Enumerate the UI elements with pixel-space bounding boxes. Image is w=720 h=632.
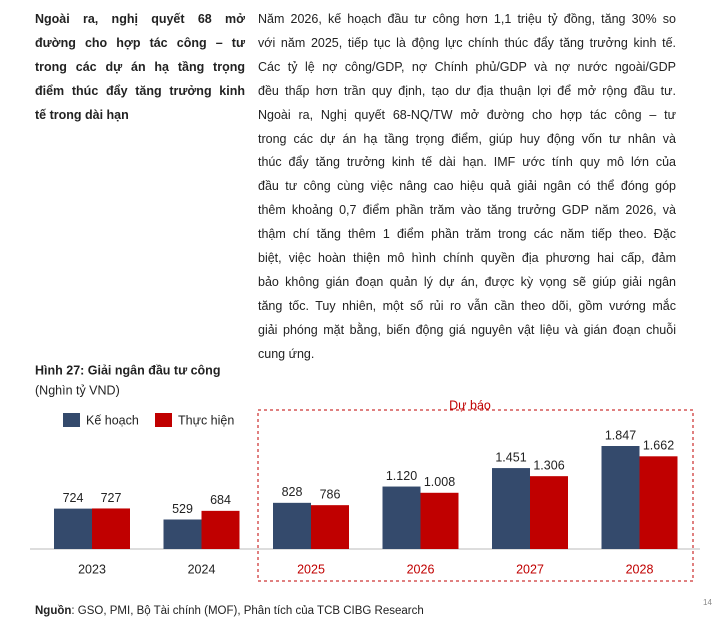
x-tick-label: 2025: [297, 562, 325, 576]
forecast-label: Dự báo: [449, 398, 491, 412]
page-number: 14: [703, 598, 712, 607]
text-line: Ngoài ra, Nghị quyết 68-NQ/TW mở đường c…: [258, 107, 676, 122]
source-text: : GSO, PMI, Bộ Tài chính (MOF), Phân tíc…: [71, 605, 424, 617]
value-label: 684: [210, 493, 231, 507]
legend-label: Thực hiện: [178, 413, 234, 427]
legend-swatch: [155, 413, 172, 427]
bar: [273, 502, 311, 549]
value-label: 1.306: [533, 458, 564, 472]
chart: Hình 27: Giải ngân đầu tư công (Nghìn tỷ…: [30, 363, 700, 582]
text-line: thậm chí tăng thêm 1 điểm phần trăm tron…: [258, 227, 676, 242]
legend-label: Kế hoạch: [86, 413, 139, 427]
value-label: 828: [282, 485, 303, 499]
side-heading: Ngoài ra, nghị quyết 68 mở đường cho hợp …: [35, 8, 245, 128]
source-label: Nguồn: [35, 605, 72, 617]
chart-title: Hình 27: Giải ngân đầu tư công: [35, 363, 220, 377]
text-line: thúc đẩy tăng trưởng kinh tế dài hạn. IM…: [258, 155, 676, 170]
value-label: 529: [172, 502, 193, 516]
text-line: tăng tốc. Tuy nhiên, một số rủi ro vẫn c…: [258, 298, 676, 313]
text-line: thêm khoảng 0,7 điểm phần trăm vào tăng …: [258, 203, 676, 218]
text-line: bảo không gián đoạn quản lý dự án, được …: [258, 274, 676, 289]
x-tick-label: 2028: [626, 562, 654, 576]
x-tick-label: 2027: [516, 562, 544, 576]
bar: [92, 508, 130, 549]
bar: [163, 519, 202, 549]
body-text: Năm 2026, kế hoạch đầu tư công hơn 1,1 t…: [258, 8, 676, 367]
bar: [492, 468, 530, 549]
forecast-box: [257, 409, 694, 582]
value-label: 786: [320, 487, 341, 501]
text-line: đường cho hợp tác công – tư: [35, 35, 245, 50]
text-line: Các tỷ lệ nợ công/GDP, nợ Chính phủ/GDP …: [258, 59, 676, 74]
bar: [382, 486, 421, 549]
chart-subtitle: (Nghìn tỷ VND): [35, 383, 120, 397]
value-label: 724: [63, 491, 84, 505]
text-line: đều thấp hơn trần quy định, tạo dư địa t…: [258, 83, 676, 98]
value-label: 727: [101, 491, 122, 505]
text-line: Ngoài ra, nghị quyết 68 mở: [35, 12, 245, 26]
x-tick-label: 2024: [188, 562, 216, 576]
legend-swatch: [63, 413, 80, 427]
text-line: trong các dự án hạ tầng trọng điểm, giúp…: [258, 131, 676, 146]
text-line: tế trong dài hạn: [35, 107, 129, 122]
text-line: với năm 2025, tiếp tục là động lực chính…: [258, 35, 676, 50]
value-label: 1.662: [643, 439, 674, 453]
value-label: 1.008: [424, 475, 455, 489]
text-line: đầu tư công cùng việc nâng cao hiệu quả …: [258, 179, 676, 194]
value-label: 1.847: [605, 428, 636, 442]
bar: [311, 505, 349, 549]
bar: [420, 492, 459, 549]
value-label: 1.120: [386, 469, 417, 483]
bar: [601, 446, 640, 549]
bar: [530, 476, 568, 549]
x-tick-label: 2026: [407, 562, 435, 576]
text-line: biệt, việc hoàn thiện mô hình chính quyề…: [258, 251, 676, 266]
text-line: trong các dự án hạ tầng trọng: [35, 59, 245, 74]
source: Nguồn: GSO, PMI, Bộ Tài chính (MOF), Phâ…: [35, 605, 424, 617]
text-line: cung ứng.: [258, 346, 315, 361]
bar: [639, 456, 678, 549]
bar: [201, 510, 240, 549]
text-line: Năm 2026, kế hoạch đầu tư công hơn 1,1 t…: [258, 12, 676, 26]
value-label: 1.451: [495, 450, 526, 464]
bar: [54, 508, 92, 549]
text-line: giải phóng mặt bằng, biến động giá nguyê…: [258, 322, 676, 337]
text-line: điểm thúc đẩy tăng trưởng kinh: [35, 83, 245, 98]
x-tick-label: 2023: [78, 562, 106, 576]
